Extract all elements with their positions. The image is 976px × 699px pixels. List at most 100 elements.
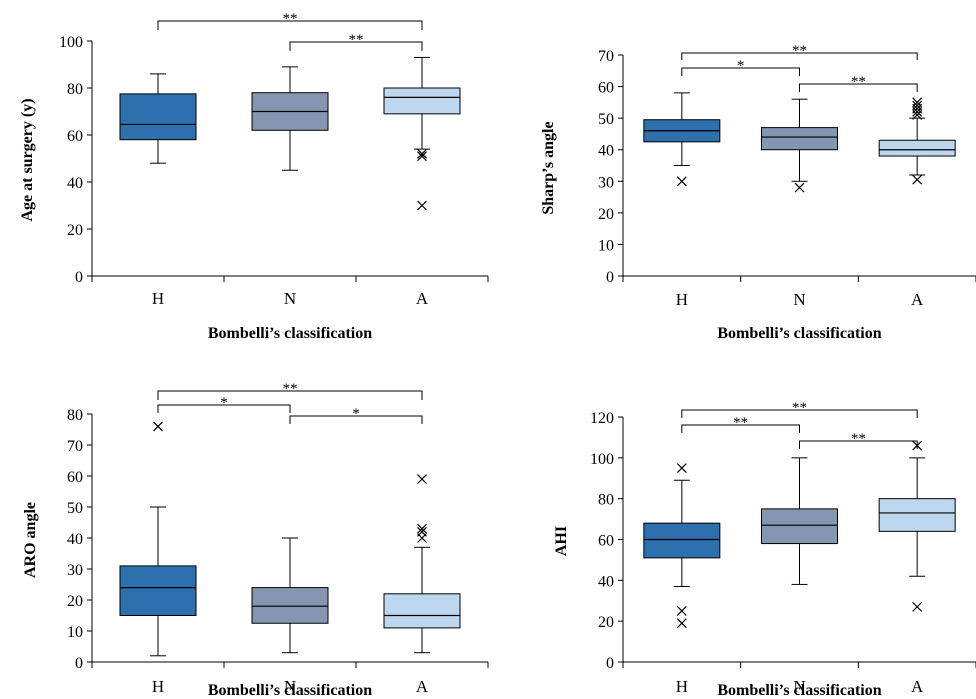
box-N — [251, 537, 329, 654]
x-tick-label: A — [416, 289, 429, 308]
y-axis-title: ARO angle — [22, 502, 39, 578]
outlier-marker — [676, 463, 687, 473]
iqr-box — [878, 139, 956, 157]
y-tick-label: 10 — [598, 237, 614, 254]
y-tick-label: 0 — [75, 655, 83, 672]
outlier-marker — [417, 523, 427, 534]
significance-bracket — [157, 404, 291, 413]
y-tick-label: 40 — [67, 175, 83, 192]
y-tick-label: 30 — [598, 174, 614, 191]
iqr-box — [383, 593, 461, 629]
y-tick-label: 100 — [590, 451, 614, 468]
iqr-box — [119, 565, 197, 617]
box-A — [383, 474, 461, 654]
box-H — [119, 73, 197, 164]
y-tick-label: 50 — [67, 500, 83, 517]
y-tick-label: 10 — [67, 624, 83, 641]
y-tick-label: 20 — [598, 614, 614, 631]
y-tick-label: 40 — [598, 573, 614, 590]
x-tick-label: N — [793, 677, 805, 696]
outlier-marker — [912, 601, 923, 612]
y-tick-label: 40 — [67, 531, 83, 548]
significance-bracket — [289, 415, 423, 424]
box-H — [643, 463, 721, 629]
chart-panel-4: 0 20 40 60 80 100 120 H N A ** ** ** Bombelli’s class… — [553, 400, 976, 699]
y-tick-label: 0 — [75, 269, 83, 286]
outlier-marker — [417, 151, 427, 162]
significance-label: ** — [851, 431, 866, 447]
significance-label: ** — [792, 400, 807, 416]
x-axis-title: Bombelli’s classification — [208, 682, 372, 699]
significance-label: ** — [283, 11, 298, 27]
significance-label: ** — [283, 381, 298, 397]
significance-label: ** — [733, 415, 748, 431]
box-A — [878, 440, 956, 612]
box-N — [761, 98, 838, 193]
x-tick-label: A — [911, 677, 924, 696]
iqr-box — [251, 587, 329, 624]
outlier-marker — [417, 526, 427, 537]
box-H — [119, 421, 197, 657]
y-tick-label: 40 — [598, 143, 614, 160]
y-tick-label: 30 — [67, 562, 83, 579]
y-tick-label: 70 — [67, 438, 83, 455]
box-A — [878, 97, 956, 185]
chart-panel-1: 0 20 40 60 80 100 H N A ** ** Bombelli’s classifica… — [19, 11, 489, 342]
outlier-marker — [912, 174, 923, 185]
significance-bracket — [799, 83, 918, 92]
x-tick-label: A — [416, 677, 429, 696]
y-tick-label: 60 — [598, 80, 614, 97]
significance-bracket — [681, 67, 800, 76]
outlier-marker — [417, 200, 427, 211]
y-tick-label: 20 — [67, 593, 83, 610]
y-axis-title: AHI — [553, 526, 570, 556]
y-axis-title: Sharp’s angle — [540, 121, 557, 214]
significance-label: ** — [792, 43, 807, 59]
significance-bracket — [157, 390, 423, 400]
y-tick-label: 80 — [67, 407, 83, 424]
significance-bracket — [681, 409, 918, 418]
x-axis-title: Bombelli’s classification — [717, 682, 881, 699]
significance-label: ** — [349, 32, 364, 48]
box-N — [761, 457, 838, 585]
y-tick-label: 60 — [598, 533, 614, 550]
x-tick-label: N — [284, 289, 296, 308]
y-tick-label: 0 — [606, 655, 614, 672]
x-tick-label: A — [911, 290, 924, 309]
iqr-box — [761, 508, 838, 545]
iqr-box — [761, 127, 838, 151]
box-H — [643, 92, 721, 187]
significance-bracket — [681, 424, 800, 433]
significance-label: * — [737, 58, 745, 74]
y-tick-label: 80 — [67, 81, 83, 98]
x-axis-title: Bombelli’s classification — [717, 325, 881, 342]
outlier-marker — [912, 97, 923, 108]
y-tick-label: 50 — [598, 111, 614, 128]
x-tick-label: N — [793, 290, 805, 309]
y-tick-label: 20 — [67, 222, 83, 239]
y-tick-label: 20 — [598, 206, 614, 223]
iqr-box — [383, 87, 461, 115]
significance-label: ** — [851, 74, 866, 90]
significance-bracket — [157, 20, 423, 30]
outlier-marker — [794, 182, 805, 193]
x-axis-title: Bombelli’s classification — [208, 325, 372, 342]
iqr-box — [119, 93, 197, 141]
significance-bracket — [799, 440, 918, 449]
y-tick-label: 100 — [59, 34, 83, 51]
x-tick-label: H — [152, 677, 164, 696]
y-tick-label: 80 — [598, 492, 614, 509]
y-axis-title: Age at surgery (y) — [19, 98, 36, 221]
x-tick-label: H — [152, 289, 164, 308]
significance-bracket — [289, 41, 423, 51]
outlier-marker — [417, 474, 427, 485]
y-tick-label: 60 — [67, 128, 83, 145]
y-tick-label: 0 — [606, 269, 614, 286]
y-tick-label: 70 — [598, 48, 614, 65]
box-N — [251, 66, 329, 171]
outlier-marker — [912, 100, 923, 111]
significance-bracket — [681, 52, 918, 60]
